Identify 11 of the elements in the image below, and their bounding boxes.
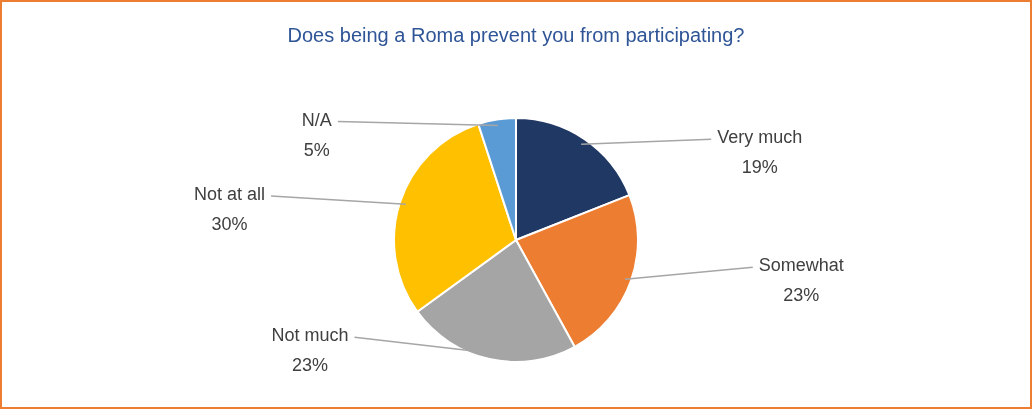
data-label: 5% [303, 139, 330, 160]
data-label: 23% [292, 355, 329, 376]
data-label: 23% [783, 285, 820, 306]
data-label: 30% [211, 214, 248, 235]
slice-label: Very much [717, 127, 803, 148]
slice-label: Not much [271, 325, 349, 346]
slice-label: Not at all [194, 184, 266, 205]
slice-label: N/A [301, 109, 332, 130]
slice-label: Somewhat [758, 255, 844, 276]
chart-title: Does being a Roma prevent you from participating? [287, 23, 745, 46]
data-label: 19% [741, 157, 778, 178]
